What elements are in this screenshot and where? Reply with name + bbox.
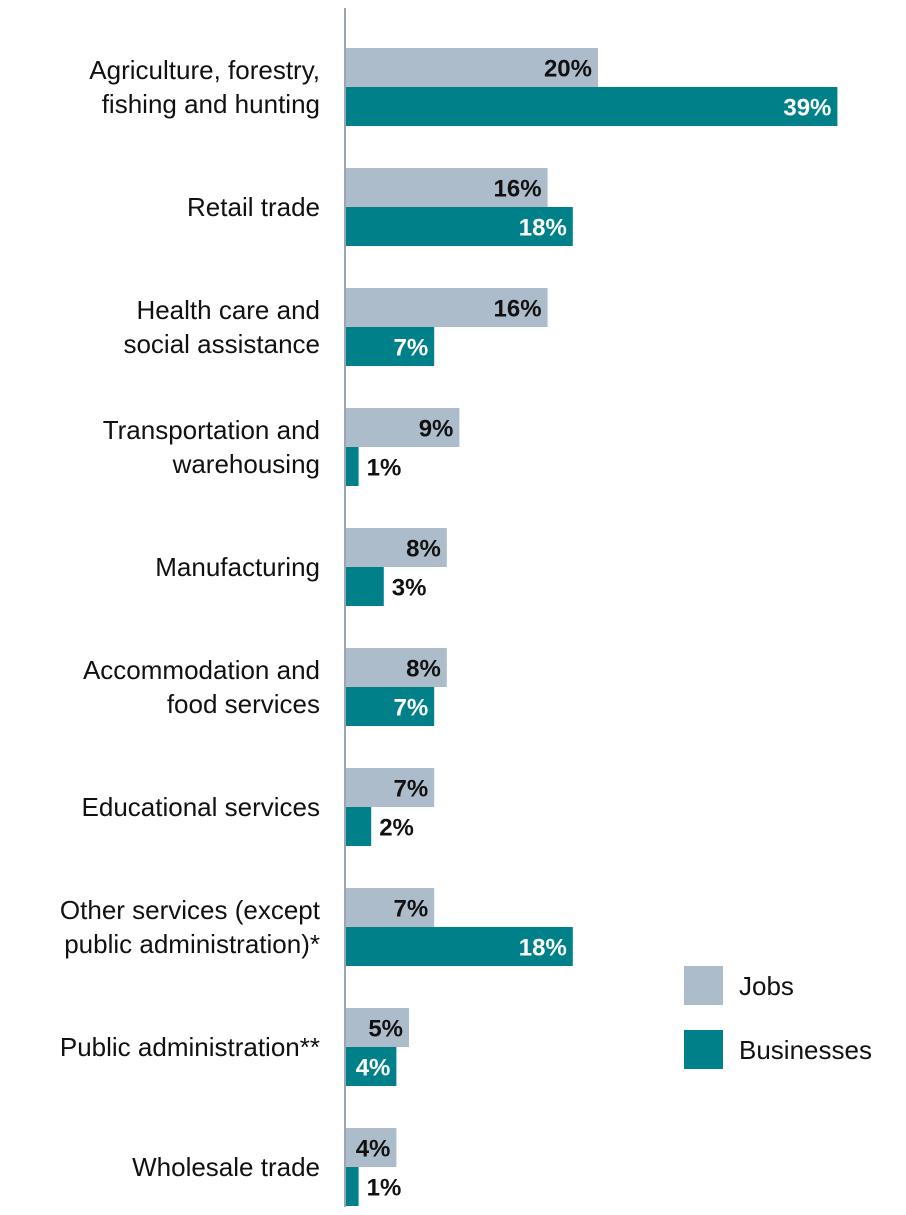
bar-jobs-accommodation-and-food-services (346, 648, 447, 687)
bar-jobs-health-care-and-social-assistance (346, 288, 548, 327)
bar-jobs-wholesale-trade (346, 1128, 397, 1167)
value-label-businesses-transportation-and-warehousing: 1% (367, 455, 402, 482)
legend-swatch-jobs (684, 966, 723, 1005)
category-label-line: Other services (except (60, 895, 321, 925)
bar-businesses-wholesale-trade (346, 1167, 359, 1206)
legend: Jobs Businesses (684, 966, 872, 1069)
category-label-accommodation-and-food-services: Accommodation and food services (83, 655, 320, 719)
value-label-businesses-educational-services: 2% (379, 815, 414, 842)
bar-jobs-educational-services (346, 768, 435, 807)
bar-businesses-agriculture-forestry-fishing-and-hunting (346, 87, 838, 126)
bar-businesses-public-administration (346, 1047, 397, 1086)
bar-businesses-transportation-and-warehousing (346, 447, 359, 486)
category-label-line: Accommodation and (83, 655, 320, 685)
value-label-jobs-agriculture-forestry-fishing-and-hunting: 20% (544, 56, 592, 83)
category-label-retail-trade: Retail trade (187, 192, 320, 222)
value-label-jobs-public-administration: 5% (368, 1016, 403, 1043)
bar-jobs-transportation-and-warehousing (346, 408, 460, 447)
category-label-line: Health care and (136, 295, 320, 325)
category-label-line: Wholesale trade (132, 1152, 320, 1182)
bar-jobs-retail-trade (346, 168, 548, 207)
value-label-jobs-transportation-and-warehousing: 9% (419, 416, 454, 443)
bar-businesses-health-care-and-social-assistance (346, 327, 435, 366)
category-label-line: Agriculture, forestry, (89, 55, 320, 85)
category-label-public-administration: Public administration** (60, 1032, 320, 1062)
bar-businesses-other-services-except-public-administration (346, 927, 573, 966)
category-label-agriculture-forestry-fishing-and-hunting: Agriculture, forestry, fishing and huntin… (89, 55, 320, 119)
value-label-jobs-health-care-and-social-assistance: 16% (494, 296, 542, 323)
category-label-line: Retail trade (187, 192, 320, 222)
category-label-line: food services (167, 689, 320, 719)
bar-jobs-public-administration (346, 1008, 409, 1047)
category-label-transportation-and-warehousing: Transportation and warehousing (103, 415, 320, 479)
category-label-line: fishing and hunting (102, 89, 320, 119)
category-label-line: warehousing (172, 449, 320, 479)
value-label-businesses-agriculture-forestry-fishing-and-hunting: 39% (783, 95, 831, 122)
category-label-other-services-except-public-administration: Other services (except public administrat… (60, 895, 321, 959)
category-label-wholesale-trade: Wholesale trade (132, 1152, 320, 1182)
value-label-businesses-public-administration: 4% (356, 1055, 391, 1082)
value-label-businesses-wholesale-trade: 1% (367, 1175, 402, 1202)
category-label-line: Educational services (82, 792, 320, 822)
bar-businesses-manufacturing (346, 567, 384, 606)
bars-group: 20% 39% 16% 18% 16% 7% 9% 1% 8% 3% 8% 7% 7% 2% 7% 18% 5%… (346, 48, 838, 1206)
value-label-jobs-retail-trade: 16% (494, 176, 542, 203)
bar-jobs-agriculture-forestry-fishing-and-hunting (346, 48, 598, 87)
bar-businesses-retail-trade (346, 207, 573, 246)
bar-businesses-accommodation-and-food-services (346, 687, 435, 726)
bar-businesses-educational-services (346, 807, 372, 846)
value-label-jobs-wholesale-trade: 4% (356, 1136, 391, 1163)
value-label-businesses-manufacturing: 3% (392, 575, 427, 602)
category-label-line: public administration)* (64, 929, 320, 959)
category-label-line: Manufacturing (155, 552, 320, 582)
value-label-businesses-health-care-and-social-assistance: 7% (394, 335, 429, 362)
category-label-line: Transportation and (103, 415, 320, 445)
value-label-businesses-other-services-except-public-administration: 18% (519, 935, 567, 962)
value-label-jobs-educational-services: 7% (394, 776, 429, 803)
category-labels: Agriculture, forestry, fishing and huntin… (60, 55, 321, 1182)
bar-jobs-other-services-except-public-administration (346, 888, 435, 927)
value-label-jobs-other-services-except-public-administration: 7% (394, 896, 429, 923)
value-label-businesses-accommodation-and-food-services: 7% (394, 695, 429, 722)
category-label-health-care-and-social-assistance: Health care and social assistance (123, 295, 320, 359)
category-label-line: Public administration** (60, 1032, 320, 1062)
category-label-line: social assistance (123, 329, 320, 359)
value-label-jobs-accommodation-and-food-services: 8% (406, 656, 441, 683)
legend-swatch-businesses (684, 1030, 723, 1069)
category-label-educational-services: Educational services (82, 792, 320, 822)
legend-label-businesses: Businesses (739, 1035, 872, 1065)
legend-label-jobs: Jobs (739, 971, 794, 1001)
bar-jobs-manufacturing (346, 528, 447, 567)
value-label-businesses-retail-trade: 18% (519, 215, 567, 242)
value-label-jobs-manufacturing: 8% (406, 536, 441, 563)
category-label-manufacturing: Manufacturing (155, 552, 320, 582)
